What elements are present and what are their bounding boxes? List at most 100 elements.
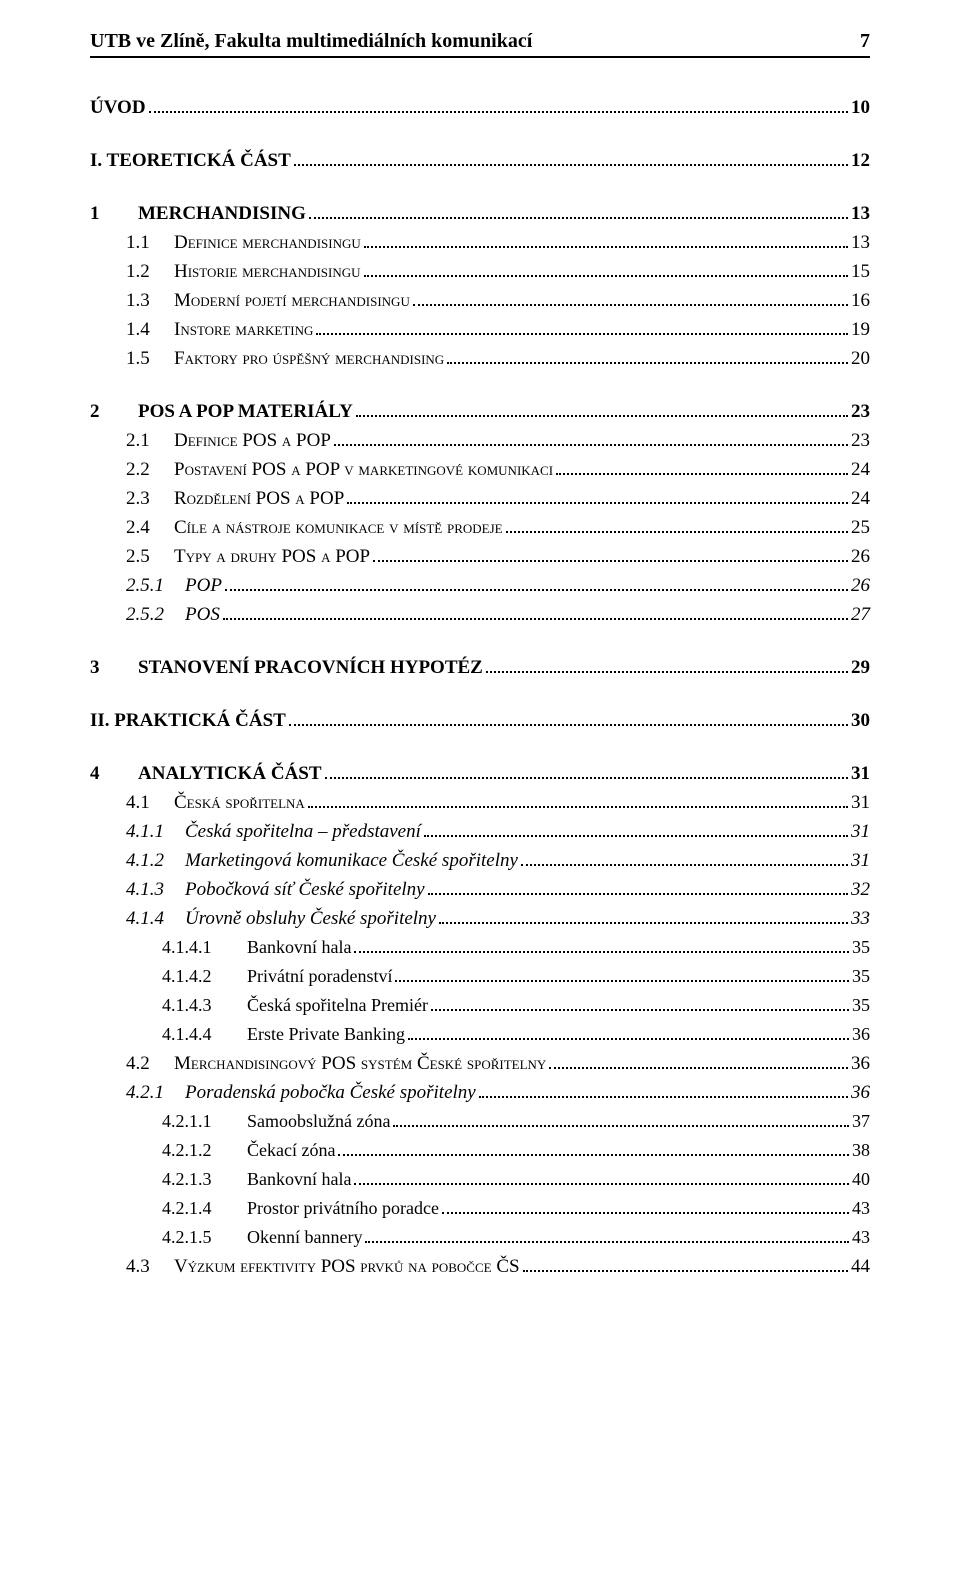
toc-leader-dots	[393, 1115, 849, 1127]
toc-entry-number: 4	[90, 764, 138, 783]
toc-entry-label: Erste Private Banking	[247, 1025, 405, 1043]
toc-entry-label: Prostor privátního poradce	[247, 1199, 439, 1217]
toc-leader-dots	[308, 796, 848, 808]
toc-entry-number: 4.1.1	[126, 822, 185, 841]
toc-entry-page: 36	[852, 1025, 870, 1043]
toc-leader-dots	[442, 1202, 849, 1214]
toc-entry-page: 31	[851, 793, 870, 812]
toc-entry-label: Historie merchandisingu	[174, 262, 361, 281]
toc-entry-label: Samoobslužná zóna	[247, 1112, 390, 1130]
toc-entry: 1.5Faktory pro úspěšný merchandising20	[90, 349, 870, 368]
toc-entry-number: 1.2	[126, 262, 174, 281]
header-title: UTB ve Zlíně, Fakulta multimediálních ko…	[90, 30, 532, 53]
toc-entry-page: 15	[851, 262, 870, 281]
page-header: UTB ve Zlíně, Fakulta multimediálních ko…	[90, 30, 870, 58]
toc-leader-dots	[523, 1260, 848, 1272]
toc-entry-number: 4.1.4.1	[162, 938, 247, 956]
toc-entry-label: Poradenská pobočka České spořitelny	[185, 1083, 476, 1102]
toc-entry-number: 4.1	[126, 793, 174, 812]
toc-entry-number: 4.2.1.3	[162, 1170, 247, 1188]
toc-leader-dots	[294, 154, 848, 166]
toc-entry: 4.2.1.1Samoobslužná zóna37	[90, 1112, 870, 1131]
toc-entry-page: 25	[851, 518, 870, 537]
toc-entry: 4.2.1.5Okenní bannery43	[90, 1228, 870, 1247]
toc-entry: 1.4Instore marketing19	[90, 320, 870, 339]
toc-entry-page: 43	[852, 1199, 870, 1217]
toc-entry-label: Instore marketing	[174, 320, 313, 339]
toc-leader-dots	[289, 714, 848, 726]
toc-entry-label: POP	[185, 576, 222, 595]
toc-leader-dots	[373, 550, 848, 562]
toc-entry-number: 2.5	[126, 547, 174, 566]
toc-entry-label: Česká spořitelna – představení	[185, 822, 421, 841]
toc-entry-page: 26	[851, 547, 870, 566]
toc-leader-dots	[364, 236, 848, 248]
toc-entry-label: Česká spořitelna	[174, 793, 305, 812]
toc-entry-number: 4.2	[126, 1054, 174, 1073]
toc-entry: 4.2.1Poradenská pobočka České spořitelny…	[90, 1083, 870, 1102]
toc-leader-dots	[395, 970, 849, 982]
toc-entry-number: 2.5.1	[126, 576, 185, 595]
toc-entry: 4.1.3Pobočková síť České spořitelny 32	[90, 880, 870, 899]
toc-entry-page: 35	[852, 938, 870, 956]
toc-entry-label: II. PRAKTICKÁ ČÁST	[90, 711, 286, 730]
toc-entry-page: 29	[851, 658, 870, 677]
toc-entry-page: 23	[851, 431, 870, 450]
toc-entry-page: 10	[851, 98, 870, 117]
toc-leader-dots	[334, 434, 848, 446]
toc-entry-page: 31	[851, 764, 870, 783]
toc-entry-number: 1	[90, 204, 138, 223]
header-page-number: 7	[860, 30, 870, 53]
toc-entry: 2.5Typy a druhy POS a POP26	[90, 547, 870, 566]
toc-entry: 4.1.1Česká spořitelna – představení 31	[90, 822, 870, 841]
toc-entry-page: 40	[852, 1170, 870, 1188]
toc-entry: 1.2Historie merchandisingu 15	[90, 262, 870, 281]
toc-entry-number: 2.4	[126, 518, 174, 537]
toc-entry-label: Rozdělení POS a POP	[174, 489, 344, 508]
toc-entry: 1MERCHANDISING13	[90, 204, 870, 223]
table-of-contents: ÚVOD10 I. TEORETICKÁ ČÁST 12 1MERCHANDISING…	[90, 98, 870, 1276]
toc-entry-page: 36	[851, 1083, 870, 1102]
toc-entry-label: Okenní bannery	[247, 1228, 362, 1246]
toc-leader-dots	[365, 1231, 849, 1243]
toc-entry: 4.1.4.3Česká spořitelna Premiér35	[90, 996, 870, 1015]
toc-leader-dots	[431, 999, 849, 1011]
toc-leader-dots	[354, 941, 849, 953]
toc-leader-dots	[325, 767, 848, 779]
toc-leader-dots	[447, 352, 848, 364]
toc-entry-number: 4.2.1.5	[162, 1228, 247, 1246]
toc-entry-page: 24	[851, 489, 870, 508]
toc-entry-number: 1.4	[126, 320, 174, 339]
toc-entry-label: Bankovní hala	[247, 1170, 351, 1188]
toc-entry-number: 4.2.1.4	[162, 1199, 247, 1217]
toc-entry-number: 4.1.4.2	[162, 967, 247, 985]
toc-entry: 4.1Česká spořitelna 31	[90, 793, 870, 812]
toc-entry: 4.1.4.4Erste Private Banking36	[90, 1025, 870, 1044]
toc-leader-dots	[356, 405, 848, 417]
toc-entry-label: I. TEORETICKÁ ČÁST	[90, 151, 291, 170]
toc-entry-number: 2.3	[126, 489, 174, 508]
toc-entry-label: ANALYTICKÁ ČÁST	[138, 764, 322, 783]
toc-entry: 4.3Výzkum efektivity POS prvků na pobočc…	[90, 1257, 870, 1276]
toc-entry-page: 12	[851, 151, 870, 170]
toc-entry-label: STANOVENÍ PRACOVNÍCH HYPOTÉZ	[138, 658, 483, 677]
toc-entry-label: POS	[185, 605, 220, 624]
toc-entry-number: 4.1.3	[126, 880, 185, 899]
toc-entry-label: Pobočková síť České spořitelny	[185, 880, 425, 899]
toc-entry-page: 32	[851, 880, 870, 899]
toc-entry-page: 31	[851, 822, 870, 841]
toc-leader-dots	[556, 463, 848, 475]
toc-entry: ÚVOD10	[90, 98, 870, 117]
toc-entry: 4.1.2Marketingová komunikace České spoři…	[90, 851, 870, 870]
toc-entry-page: 31	[851, 851, 870, 870]
toc-entry-page: 35	[852, 967, 870, 985]
toc-leader-dots	[225, 579, 848, 591]
toc-entry-page: 13	[851, 204, 870, 223]
toc-entry-label: Česká spořitelna Premiér	[247, 996, 428, 1014]
toc-entry: II. PRAKTICKÁ ČÁST30	[90, 711, 870, 730]
toc-leader-dots	[486, 661, 848, 673]
toc-entry-page: 24	[851, 460, 870, 479]
toc-entry-label: Cíle a nástroje komunikace v místě prode…	[174, 518, 503, 537]
toc-leader-dots	[439, 912, 848, 924]
toc-entry-page: 23	[851, 402, 870, 421]
